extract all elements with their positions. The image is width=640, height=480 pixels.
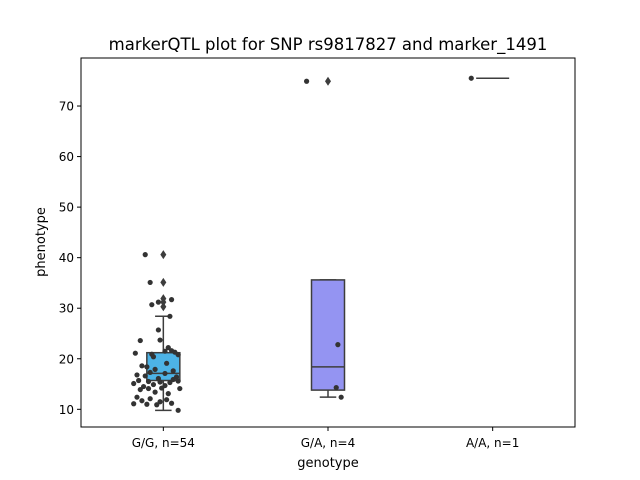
data-point: [142, 252, 148, 258]
plot-area: [131, 75, 510, 413]
data-point: [145, 378, 152, 385]
data-point: [139, 363, 145, 369]
data-point: [168, 400, 175, 406]
data-point: [335, 342, 341, 348]
x-tick-label: A/A, n=1: [466, 436, 519, 450]
outlier-marker: [160, 302, 167, 312]
data-point: [134, 394, 140, 400]
data-point: [177, 385, 183, 392]
data-point: [137, 337, 143, 344]
data-point: [157, 399, 163, 405]
data-point: [140, 383, 147, 390]
axes: 10 20 30 40 50 60 70 G/G, n=54 G/A, n=4 A/A, n=1: [59, 100, 520, 450]
y-tick-label: 40: [59, 251, 74, 265]
y-tick-label: 70: [59, 100, 74, 114]
data-point: [147, 369, 153, 376]
data-point: [155, 299, 161, 305]
data-point: [164, 360, 170, 366]
data-point: [142, 373, 148, 379]
data-point: [131, 401, 137, 407]
y-tick-label: 10: [59, 403, 74, 417]
y-tick-label: 60: [59, 150, 74, 164]
data-point: [338, 394, 344, 400]
data-point: [152, 389, 158, 395]
y-tick-label: 50: [59, 201, 74, 215]
box-body: [310, 279, 346, 391]
data-point: [137, 386, 143, 393]
data-point: [333, 384, 339, 391]
y-axis-label: phenotype: [34, 207, 49, 277]
data-point: [145, 385, 152, 392]
data-point: [144, 364, 150, 370]
data-point: [164, 397, 170, 403]
data-point: [157, 337, 163, 343]
data-point: [157, 379, 163, 385]
data-point: [468, 75, 474, 81]
data-point: [147, 279, 153, 286]
data-point: [134, 372, 140, 378]
data-point: [175, 352, 181, 358]
data-point: [165, 345, 171, 351]
data-point: [147, 396, 153, 402]
data-point: [165, 391, 171, 397]
x-tick-label: G/A, n=4: [301, 436, 355, 450]
data-point: [167, 379, 173, 386]
box-group: [310, 76, 346, 398]
data-point: [154, 402, 160, 408]
data-point: [155, 327, 161, 333]
data-point: [149, 351, 155, 357]
data-point: [168, 297, 175, 303]
data-point: [139, 398, 145, 404]
y-tick-label: 20: [59, 352, 74, 366]
data-point: [149, 302, 155, 308]
data-point: [162, 370, 168, 377]
outlier-marker: [160, 277, 167, 287]
chart-title: markerQTL plot for SNP rs9817827 and mar…: [109, 35, 548, 55]
data-point: [175, 378, 181, 384]
data-point: [303, 78, 310, 84]
y-tick-label: 30: [59, 302, 74, 316]
outlier-marker: [160, 250, 167, 260]
x-tick-label: G/G, n=54: [132, 436, 195, 450]
outlier-marker: [325, 76, 331, 86]
x-axis-label: genotype: [297, 456, 358, 471]
data-point: [175, 407, 181, 413]
data-point: [131, 380, 137, 387]
data-point: [136, 377, 142, 384]
data-point: [167, 313, 173, 319]
data-point: [170, 368, 176, 374]
data-point: [132, 350, 138, 356]
data-point: [144, 401, 150, 407]
data-point: [170, 376, 176, 383]
data-point: [150, 381, 157, 388]
box-group: [146, 250, 181, 412]
data-point: [159, 385, 165, 391]
data-point: [162, 348, 168, 354]
outlier-marker: [160, 294, 167, 304]
data-point: [152, 366, 158, 372]
